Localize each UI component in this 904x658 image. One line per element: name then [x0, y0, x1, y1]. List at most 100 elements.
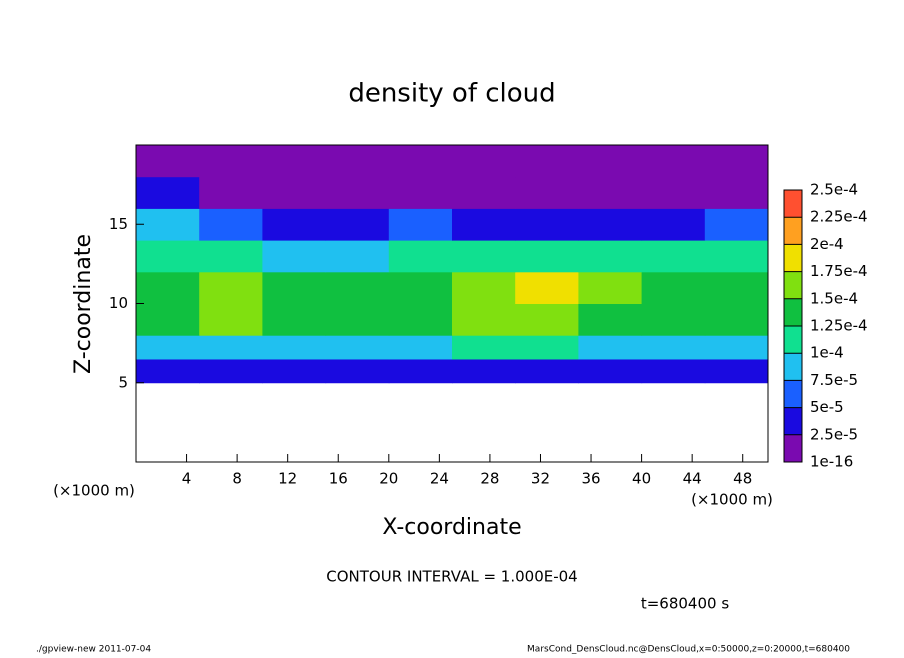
cell — [704, 145, 769, 178]
colorbar-label: 2e-4 — [810, 235, 844, 253]
cell — [641, 208, 706, 241]
cell — [641, 335, 706, 360]
y-tick-label: 15 — [109, 215, 128, 233]
cell — [262, 335, 327, 360]
colorbar-swatch — [784, 271, 802, 299]
cell — [388, 176, 453, 209]
x-unit: (×1000 m) — [53, 482, 135, 500]
cell — [199, 335, 263, 360]
cell — [452, 176, 516, 209]
cell — [262, 303, 327, 336]
cell — [199, 176, 263, 209]
x-tick-label: 12 — [278, 470, 297, 488]
cell — [325, 303, 390, 336]
cell — [704, 271, 769, 304]
cell — [136, 176, 200, 209]
cell — [388, 240, 453, 273]
cell — [388, 358, 453, 384]
colorbar-swatch — [784, 217, 802, 245]
colorbar-swatch — [784, 380, 802, 408]
cell — [704, 335, 769, 360]
cell — [452, 240, 516, 273]
colorbar-swatch — [784, 298, 802, 326]
cell — [262, 176, 327, 209]
cell — [325, 271, 390, 304]
cell — [199, 145, 263, 178]
cell — [452, 358, 516, 384]
cell — [515, 240, 579, 273]
cell — [515, 335, 579, 360]
cell — [325, 176, 390, 209]
cell — [578, 271, 643, 304]
colorbar-swatch — [784, 353, 802, 381]
colorbar-label: 1e-16 — [810, 453, 853, 471]
cell — [578, 208, 643, 241]
cell — [262, 358, 327, 384]
cell — [325, 358, 390, 384]
cell — [704, 240, 769, 273]
colorbar-swatch — [784, 434, 802, 462]
cell — [199, 240, 263, 273]
cell — [641, 271, 706, 304]
cell — [641, 145, 706, 178]
chart-title: density of cloud — [348, 79, 555, 109]
cell — [199, 208, 263, 241]
cell — [704, 208, 769, 241]
colorbar-label: 2.5e-4 — [810, 181, 858, 199]
annotation: CONTOUR INTERVAL = 1.000E-04 — [326, 568, 577, 586]
cell — [325, 145, 390, 178]
x-tick-label: 16 — [329, 470, 348, 488]
cell — [136, 358, 200, 384]
cell — [641, 358, 706, 384]
cell — [388, 145, 453, 178]
x-tick-label: 4 — [182, 470, 192, 488]
x-tick-label: 8 — [232, 470, 242, 488]
cell — [325, 208, 390, 241]
colorbar-swatch — [784, 326, 802, 354]
y-tick-label: 5 — [118, 373, 128, 391]
cell — [578, 145, 643, 178]
cell — [262, 271, 327, 304]
y-axis-label: Z-coordinate — [71, 234, 96, 374]
cell — [136, 240, 200, 273]
colorbar-label: 2.25e-4 — [810, 208, 868, 226]
cell — [704, 176, 769, 209]
cell — [136, 335, 200, 360]
colorbar-swatch — [784, 190, 802, 218]
cell — [199, 303, 263, 336]
cell — [388, 208, 453, 241]
cell — [704, 358, 769, 384]
cell — [136, 145, 200, 178]
cell — [452, 208, 516, 241]
cell — [578, 240, 643, 273]
cell — [578, 358, 643, 384]
cell — [515, 358, 579, 384]
cell — [704, 303, 769, 336]
cell — [199, 358, 263, 384]
cell — [325, 240, 390, 273]
x-tick-label: 24 — [430, 470, 449, 488]
x-tick-label: 20 — [379, 470, 398, 488]
x-tick-label: 36 — [581, 470, 600, 488]
x-tick-label: 32 — [531, 470, 550, 488]
cell — [452, 145, 516, 178]
cell — [515, 176, 579, 209]
x-tick-label: 44 — [683, 470, 702, 488]
cell — [515, 303, 579, 336]
cell — [515, 145, 579, 178]
cell — [641, 176, 706, 209]
colorbar-label: 1.25e-4 — [810, 317, 868, 335]
cell — [262, 240, 327, 273]
time-label: t=680400 s — [641, 595, 729, 613]
colorbar-label: 1.75e-4 — [810, 262, 868, 280]
cell — [641, 240, 706, 273]
cell — [388, 271, 453, 304]
cell — [515, 208, 579, 241]
colorbar-label: 1.5e-4 — [810, 289, 858, 307]
cell — [136, 208, 200, 241]
y-tick-label: 10 — [109, 294, 128, 312]
cell — [136, 271, 200, 304]
footer: MarsCond_DensCloud.nc@DensCloud,x=0:5000… — [527, 645, 850, 655]
x-tick-label: 40 — [632, 470, 651, 488]
